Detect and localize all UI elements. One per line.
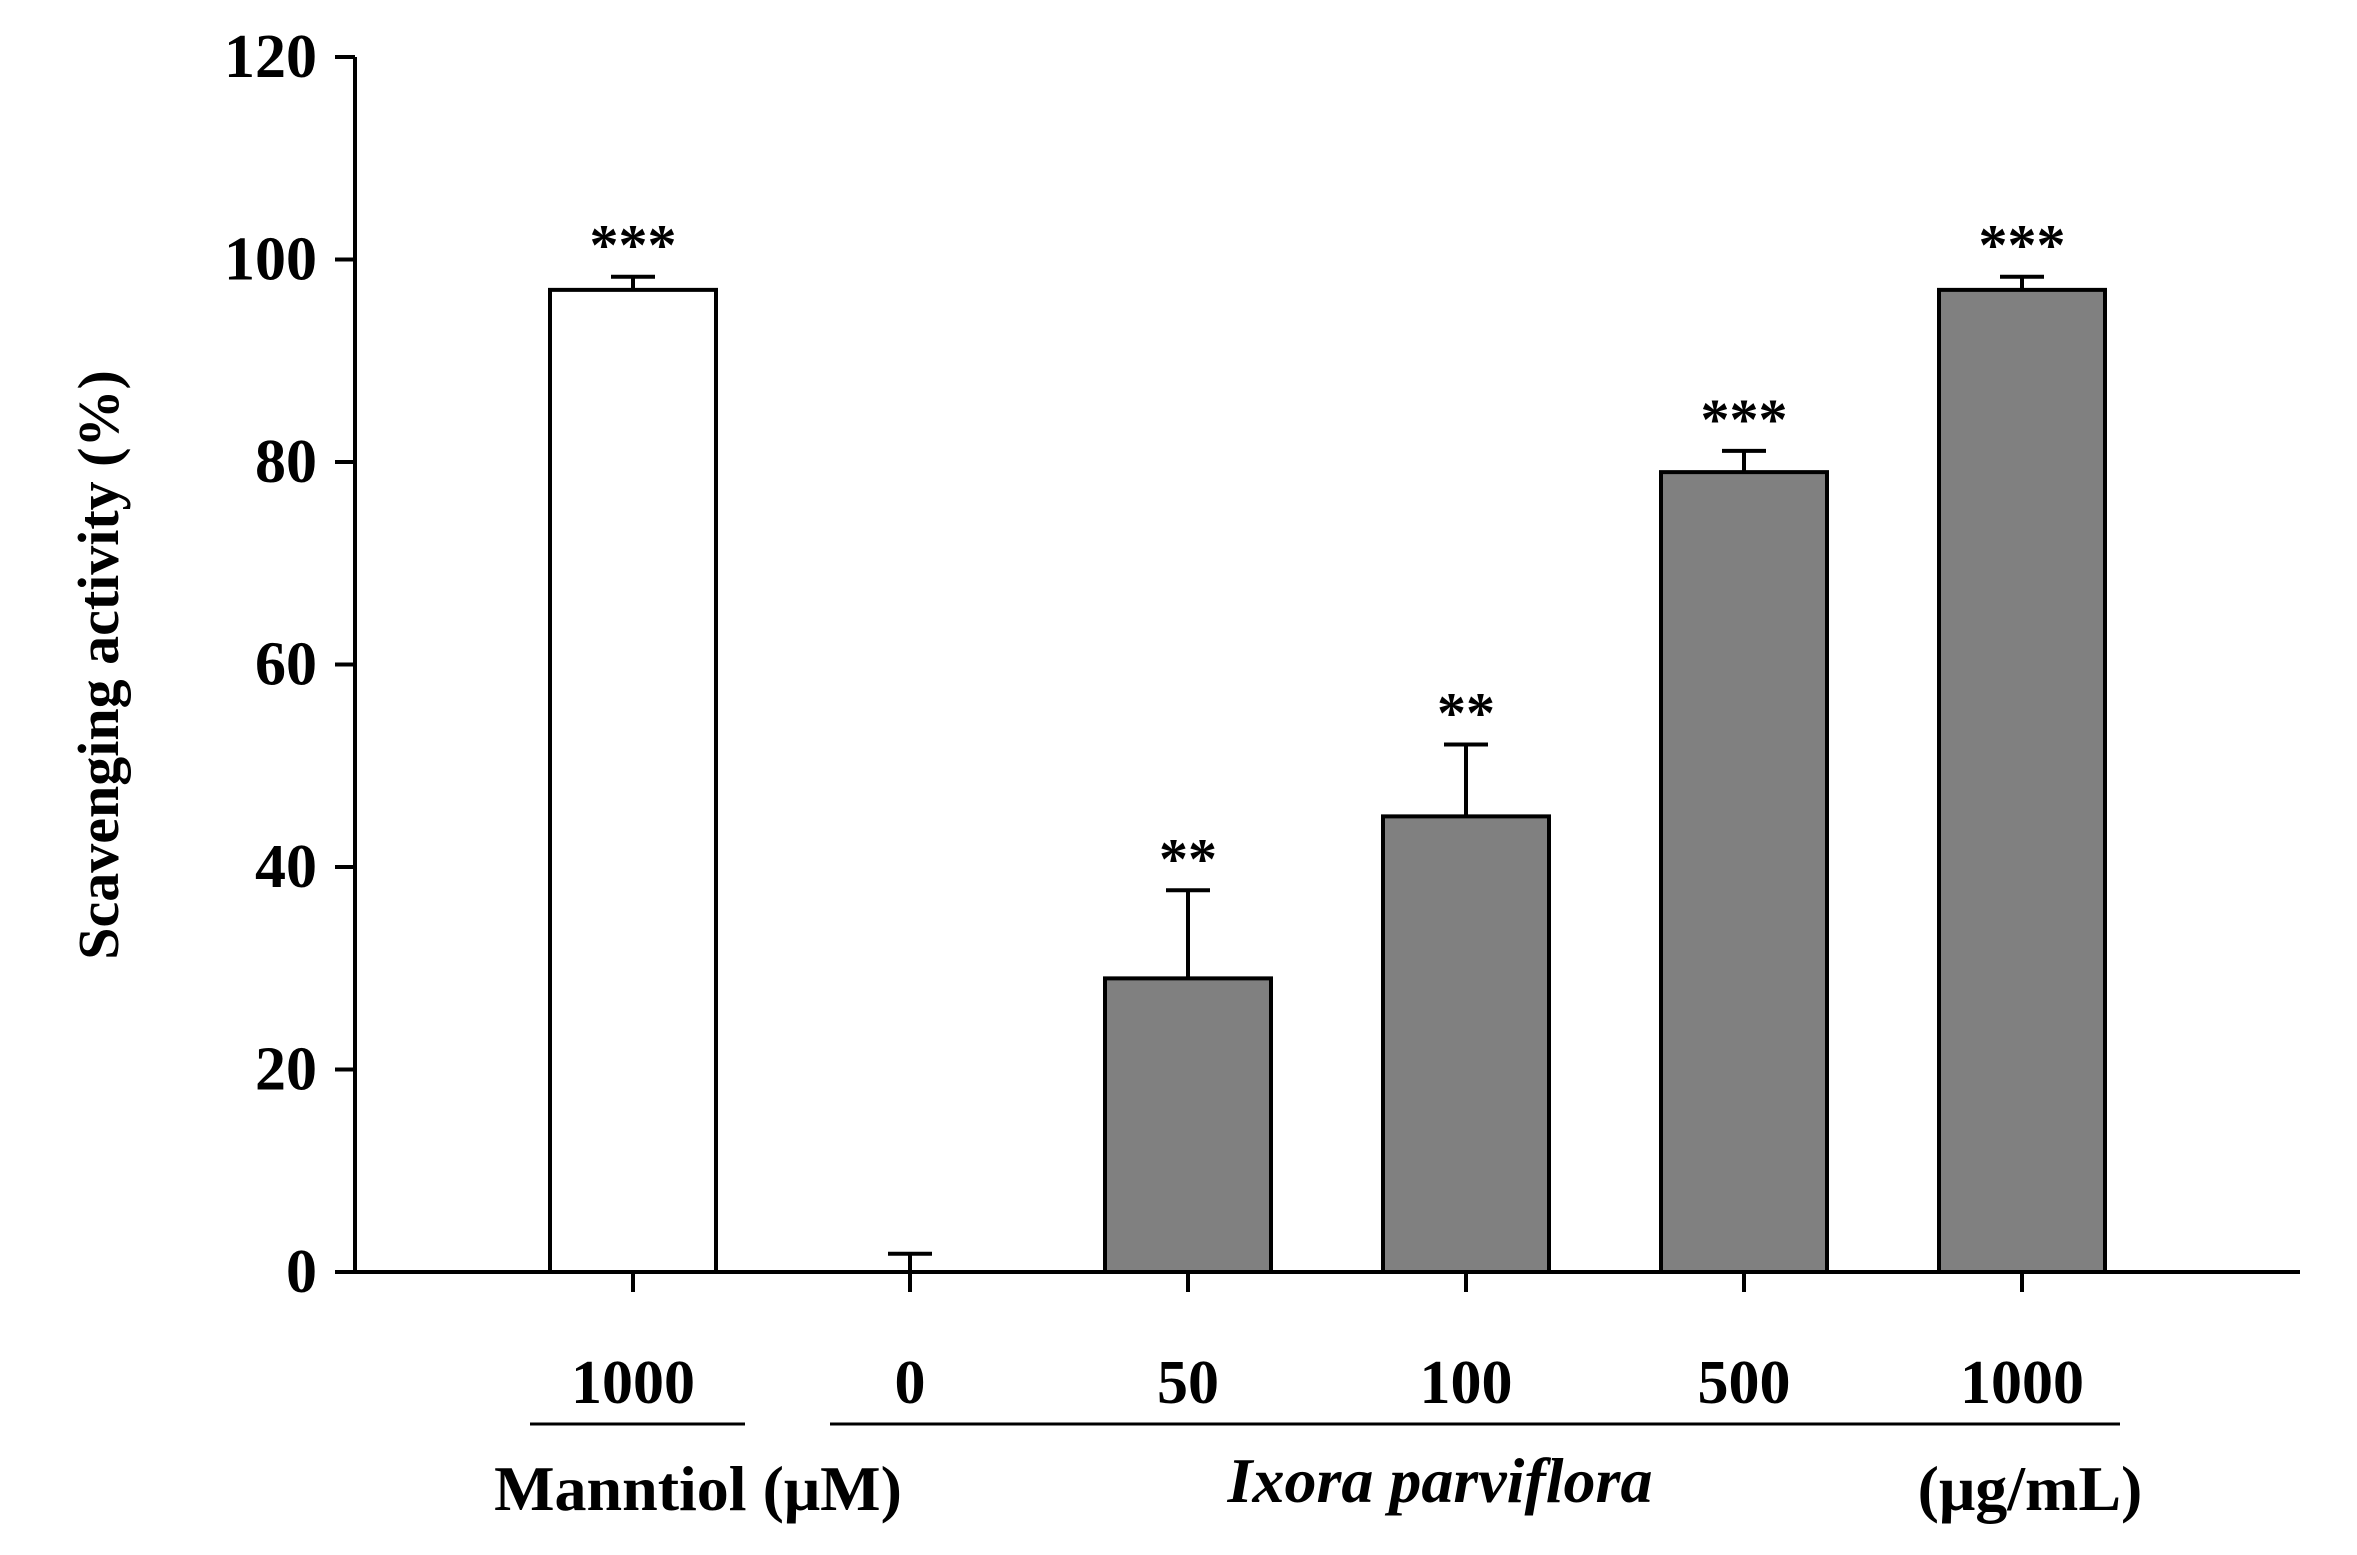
group-label-ixora: Ixora parviflora	[1227, 1445, 1653, 1516]
y-tick-label: 20	[255, 1036, 317, 1104]
bar	[548, 287, 718, 1274]
x-tick-label: 0	[895, 1349, 926, 1417]
y-axis-title: Scavenging activity (%)	[66, 370, 131, 960]
group-label-manntiol: Manntiol (μM)	[494, 1453, 902, 1524]
axes: 0 20 40 60 80 100 120 1000 0 50 100 500 1000	[224, 23, 2300, 1417]
significance-label: ***	[590, 213, 677, 278]
bars	[548, 287, 2107, 1274]
significance-label: ***	[1979, 213, 2066, 278]
significance-marks: *************	[590, 213, 2066, 892]
y-tick-label: 80	[255, 428, 317, 496]
y-tick-label: 0	[286, 1238, 317, 1306]
group-unit-label: (μg/mL)	[1918, 1453, 2143, 1524]
error-bars	[611, 274, 2044, 1272]
x-tick-label: 1000	[571, 1349, 695, 1417]
bar	[1381, 814, 1551, 1274]
x-tick-label: 500	[1698, 1349, 1791, 1417]
y-tick-label: 60	[255, 631, 317, 699]
y-tick-label: 120	[224, 23, 317, 91]
labels: Scavenging activity (%) Manntiol (μM) Ix…	[66, 370, 2142, 1524]
y-tick-label: 100	[224, 226, 317, 294]
bar	[1937, 287, 2107, 1274]
significance-label: **	[1437, 680, 1495, 745]
x-tick-label: 1000	[1960, 1349, 2084, 1417]
x-tick-label: 100	[1420, 1349, 1513, 1417]
significance-label: **	[1159, 826, 1217, 891]
y-tick-label: 40	[255, 833, 317, 901]
significance-label: ***	[1701, 387, 1788, 452]
bar	[1659, 470, 1829, 1274]
bar	[1103, 976, 1273, 1274]
x-tick-label: 50	[1157, 1349, 1219, 1417]
